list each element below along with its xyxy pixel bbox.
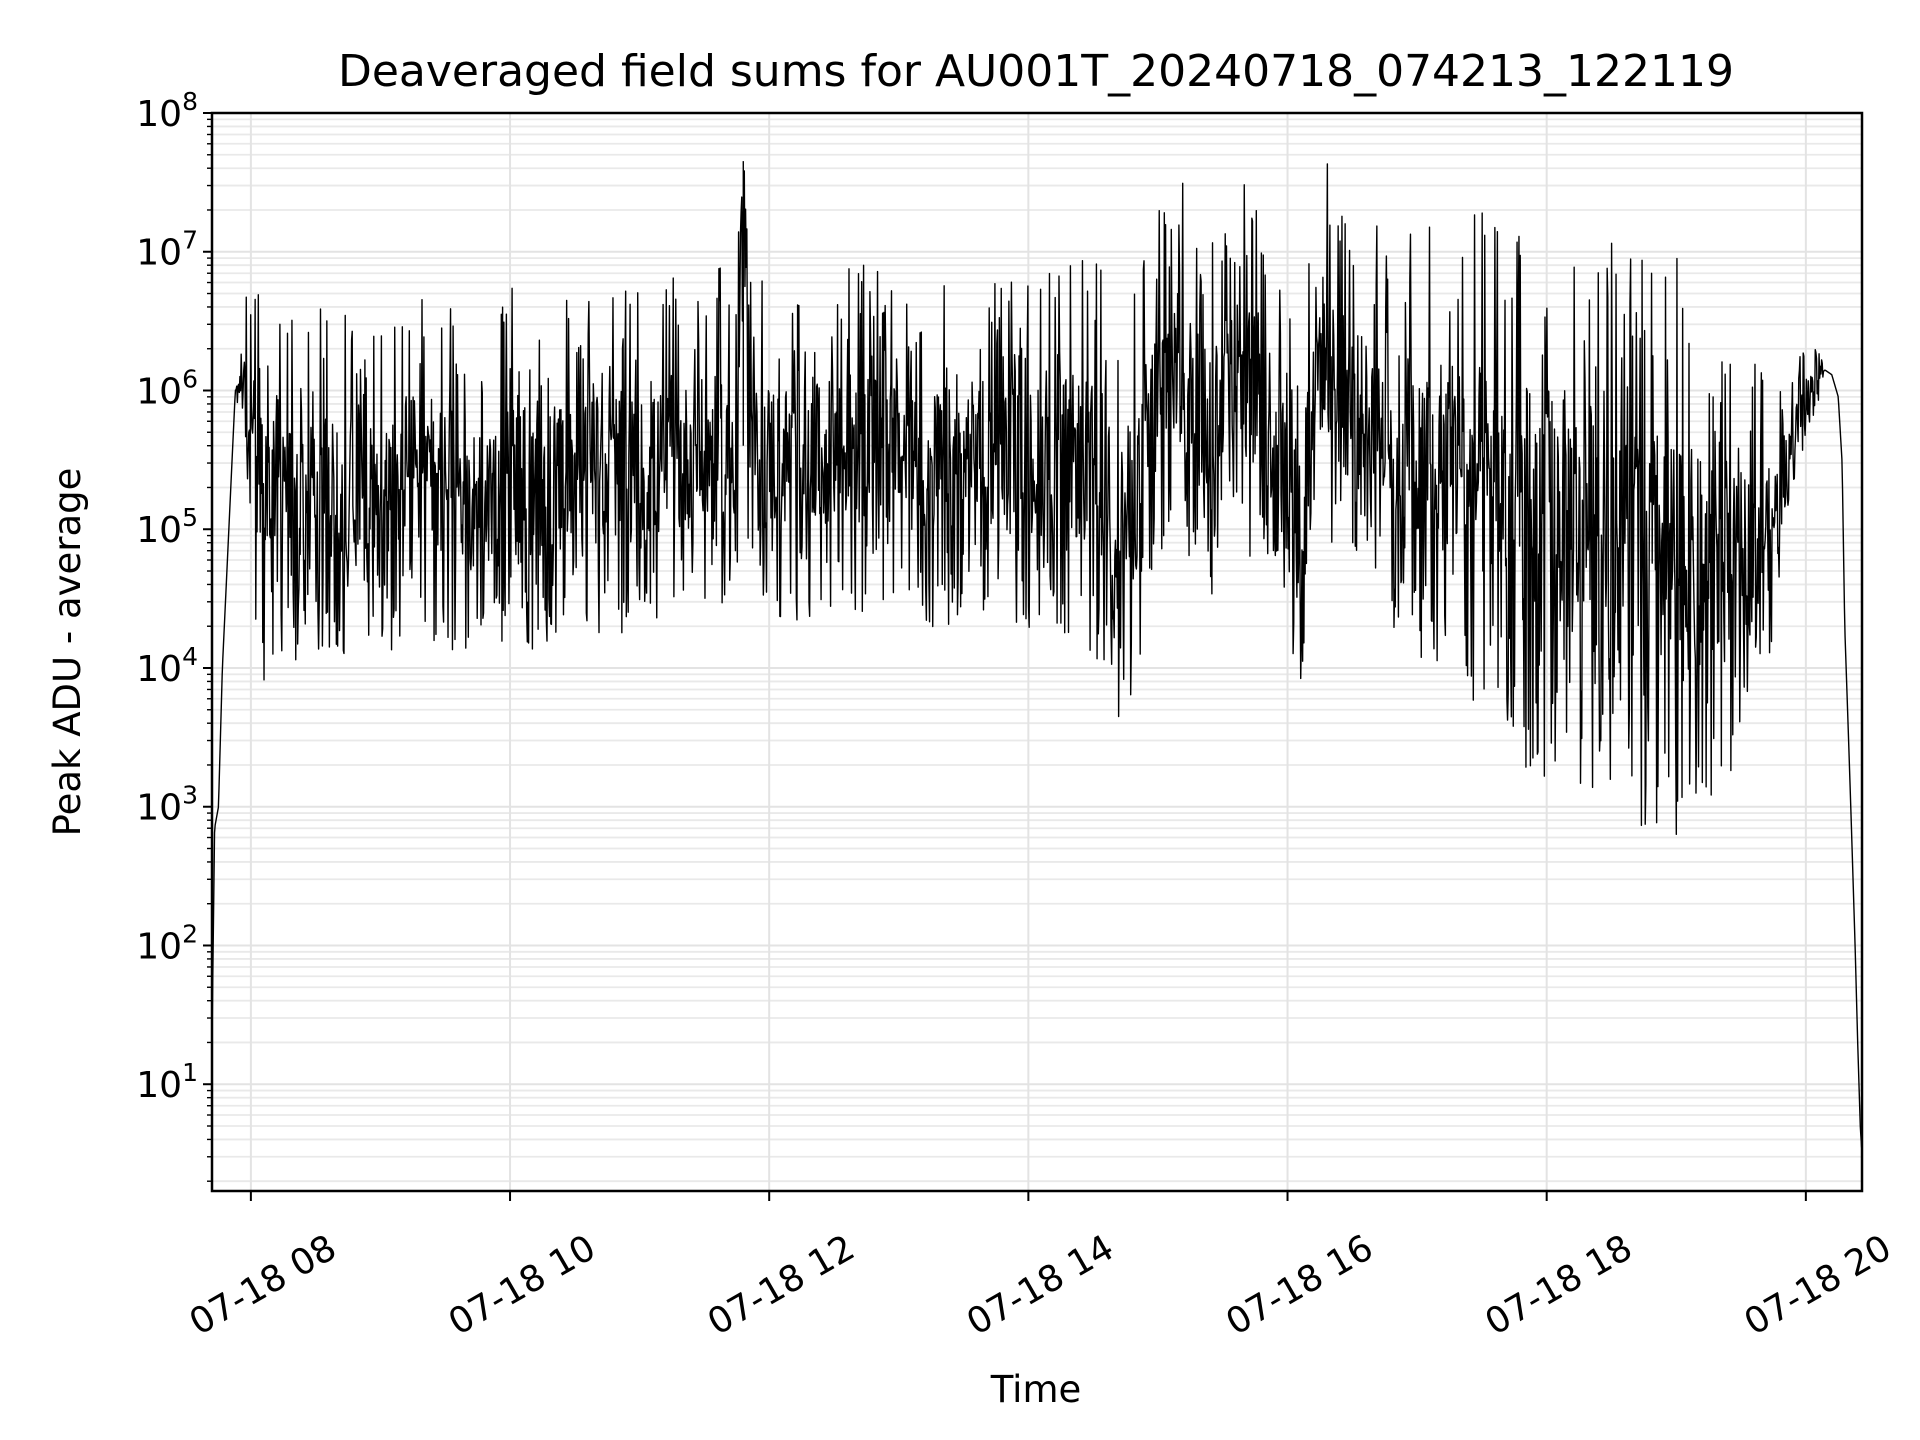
y-tick-label: 103 bbox=[136, 781, 198, 829]
y-tick-label: 102 bbox=[136, 919, 198, 967]
y-tick-label: 105 bbox=[136, 503, 198, 551]
y-axis: 101 102 103 104 105 106 107 108 bbox=[136, 87, 212, 1182]
y-tick-label: 101 bbox=[136, 1058, 198, 1106]
y-tick-label: 107 bbox=[136, 226, 198, 274]
y-tick-label: 108 bbox=[136, 87, 198, 135]
y-tick-label: 106 bbox=[136, 364, 198, 412]
series-layer bbox=[211, 161, 1863, 1148]
x-axis-label: Time bbox=[990, 1368, 1082, 1411]
plot-frame bbox=[210, 111, 1864, 1193]
y-axis-label: Peak ADU - average bbox=[46, 468, 89, 837]
y-tick-label: 104 bbox=[136, 642, 198, 690]
chart-title: Deaveraged field sums for AU001T_2024071… bbox=[338, 46, 1734, 97]
series-line bbox=[211, 161, 1863, 1148]
